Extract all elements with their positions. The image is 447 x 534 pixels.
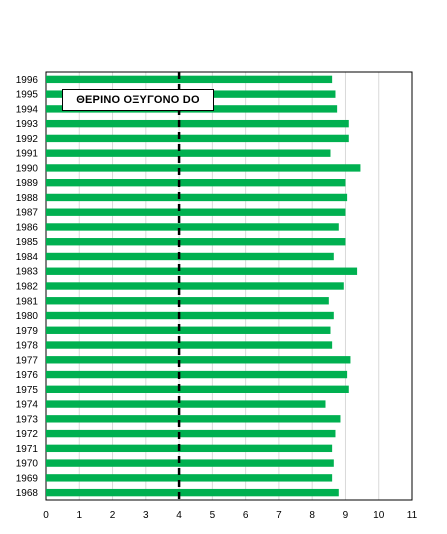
y-tick-label: 1973 bbox=[16, 414, 39, 425]
bar-1969 bbox=[46, 474, 333, 482]
y-tick-label: 1970 bbox=[16, 459, 39, 470]
y-tick-label: 1978 bbox=[16, 341, 39, 352]
y-tick-label: 1995 bbox=[16, 90, 39, 101]
y-tick-label: 1972 bbox=[16, 429, 39, 440]
bar-1988 bbox=[46, 193, 348, 202]
y-tick-label: 1974 bbox=[16, 400, 39, 411]
bar-1986 bbox=[46, 223, 339, 231]
x-tick-label: 3 bbox=[143, 510, 149, 521]
bar-1976 bbox=[46, 370, 348, 379]
bar-1981 bbox=[46, 297, 329, 305]
bar-1990 bbox=[46, 164, 361, 172]
bar-1991 bbox=[46, 149, 331, 157]
y-tick-label: 1968 bbox=[16, 488, 39, 499]
x-tick-label: 11 bbox=[407, 510, 418, 521]
x-tick-label: 0 bbox=[43, 510, 49, 521]
y-tick-labels: 1996 1995 1994 1993 1992 1991 1990 1989 1988 1987… bbox=[16, 75, 39, 499]
x-tick-label: 2 bbox=[110, 510, 116, 521]
y-tick-label: 1983 bbox=[16, 267, 39, 278]
bar-1985 bbox=[46, 238, 346, 246]
y-tick-label: 1982 bbox=[16, 282, 39, 293]
y-tick-label: 1991 bbox=[16, 149, 39, 160]
y-tick-label: 1987 bbox=[16, 208, 39, 219]
bar-1987 bbox=[46, 208, 346, 216]
bar-1971 bbox=[46, 444, 333, 453]
bar-1978 bbox=[46, 341, 333, 349]
bar-1973 bbox=[46, 415, 341, 423]
bar-1983 bbox=[46, 267, 358, 275]
y-tick-label: 1990 bbox=[16, 163, 39, 174]
bar-1984 bbox=[46, 252, 334, 261]
bar-1993 bbox=[46, 119, 349, 128]
x-tick-label: 4 bbox=[176, 510, 182, 521]
x-tick-label: 6 bbox=[243, 510, 249, 521]
y-tick-label: 1980 bbox=[16, 311, 39, 322]
bar-1970 bbox=[46, 459, 334, 467]
y-tick-label: 1984 bbox=[16, 252, 39, 263]
bars bbox=[46, 75, 361, 497]
y-tick-label: 1989 bbox=[16, 178, 39, 189]
y-tick-label: 1993 bbox=[16, 119, 39, 130]
y-tick-label: 1971 bbox=[16, 444, 39, 455]
x-tick-label: 1 bbox=[76, 510, 82, 521]
y-tick-label: 1994 bbox=[16, 104, 39, 115]
y-tick-label: 1992 bbox=[16, 134, 39, 145]
x-tick-label: 9 bbox=[343, 510, 349, 521]
chart-title: ΘΕΡΙΝΟ ΟΞΥΓΟΝΟ DO bbox=[62, 89, 214, 111]
bar-1979 bbox=[46, 326, 331, 334]
y-tick-label: 1981 bbox=[16, 296, 39, 307]
x-tick-label: 7 bbox=[276, 510, 282, 521]
bar-1972 bbox=[46, 429, 336, 438]
y-tick-label: 1986 bbox=[16, 222, 39, 233]
y-tick-label: 1979 bbox=[16, 326, 39, 337]
x-tick-label: 5 bbox=[210, 510, 216, 521]
y-tick-label: 1977 bbox=[16, 355, 39, 366]
y-tick-label: 1976 bbox=[16, 370, 39, 381]
bar-1989 bbox=[46, 179, 346, 187]
bar-1996 bbox=[46, 75, 333, 84]
x-tick-label: 8 bbox=[309, 510, 315, 521]
bar-1992 bbox=[46, 134, 349, 143]
x-tick-label: 10 bbox=[373, 510, 385, 521]
y-tick-label: 1969 bbox=[16, 473, 39, 484]
y-tick-label: 1985 bbox=[16, 237, 39, 248]
bar-1968 bbox=[46, 488, 339, 497]
x-tick-labels: 0 1 2 3 4 5 6 7 8 9 10 11 bbox=[43, 510, 417, 521]
y-tick-label: 1975 bbox=[16, 385, 39, 396]
bar-1980 bbox=[46, 311, 334, 320]
y-tick-label: 1988 bbox=[16, 193, 39, 204]
y-tick-label: 1996 bbox=[16, 75, 39, 86]
bar-1977 bbox=[46, 356, 351, 364]
bar-1975 bbox=[46, 385, 349, 393]
bar-1974 bbox=[46, 400, 326, 408]
bar-1982 bbox=[46, 282, 344, 290]
